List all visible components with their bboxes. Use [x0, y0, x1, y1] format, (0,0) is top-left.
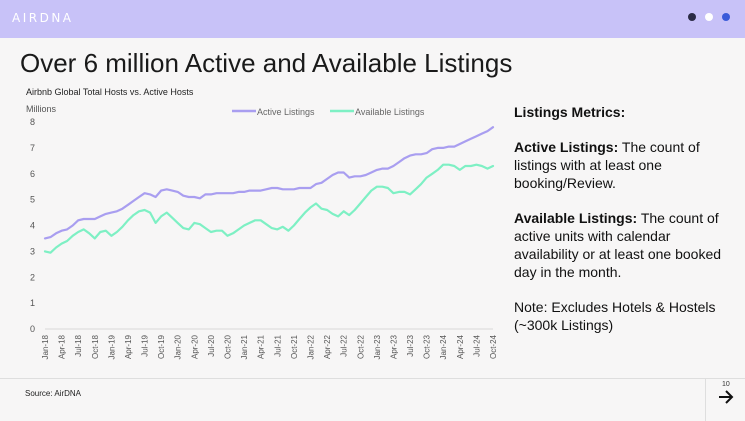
- x-tick-label: Oct-20: [224, 334, 233, 359]
- series-line-1: [43, 126, 495, 240]
- series-line-2: [43, 163, 495, 254]
- x-tick-label: Jan-22: [306, 334, 315, 359]
- nav-dot-icon-3[interactable]: [722, 13, 730, 21]
- y-tick-label: 4: [30, 221, 35, 231]
- x-tick-label: Apr-22: [323, 334, 332, 359]
- x-tick-label: Jan-23: [373, 334, 382, 359]
- x-tick-label: Jan-19: [107, 334, 116, 359]
- x-tick-label: Apr-20: [190, 334, 199, 359]
- x-tick-label: Oct-22: [356, 334, 365, 359]
- arrow-right-icon[interactable]: [718, 390, 734, 404]
- x-tick-label: Jul-19: [141, 334, 150, 356]
- x-tick-label: Apr-18: [58, 334, 67, 359]
- y-tick-label: 6: [30, 169, 35, 179]
- listings-metrics-panel: Listings Metrics: Active Listings: The c…: [514, 103, 736, 351]
- y-tick-label: 3: [30, 246, 35, 256]
- footer-divider: [0, 378, 745, 379]
- x-tick-label: Oct-23: [423, 334, 432, 359]
- active-listings-text: The count of listings with at least one …: [514, 139, 700, 191]
- metrics-heading: Listings Metrics:: [514, 104, 626, 120]
- available-listings-label: Available Listings:: [514, 210, 638, 226]
- airdna-logo: AIRDNA: [12, 11, 74, 25]
- page-title: Over 6 million Active and Available List…: [20, 48, 513, 78]
- x-tick-label: Oct-18: [91, 334, 100, 359]
- chart-title: Airbnb Global Total Hosts vs. Active Hos…: [26, 87, 194, 97]
- x-tick-label: Jul-23: [406, 334, 415, 356]
- footer-vertical-divider: [705, 378, 706, 421]
- x-tick-label: Jan-18: [41, 334, 50, 359]
- legend-label-2: Available Listings: [355, 107, 425, 117]
- y-tick-label: 5: [30, 195, 35, 205]
- x-tick-label: Jul-20: [207, 334, 216, 356]
- x-tick-label: Jan-21: [240, 334, 249, 359]
- y-tick-label: 2: [30, 272, 35, 282]
- listings-line-chart: Airbnb Global Total Hosts vs. Active Hos…: [26, 87, 498, 359]
- slide-nav-dots: [688, 13, 730, 21]
- x-tick-label: Jul-18: [74, 334, 83, 356]
- y-axis-label: Millions: [26, 104, 57, 114]
- x-tick-label: Apr-19: [124, 334, 133, 359]
- available-listings-text: The count of active units with calendar …: [514, 210, 722, 280]
- nav-dot-icon-2[interactable]: [705, 13, 713, 21]
- x-tick-label: Oct-21: [290, 334, 299, 359]
- active-listings-label: Active Listings:: [514, 139, 619, 155]
- x-tick-label: Jul-22: [340, 334, 349, 356]
- header-bar: AIRDNA: [0, 0, 745, 38]
- x-tick-label: Apr-23: [389, 334, 398, 359]
- x-tick-label: Apr-21: [257, 334, 266, 359]
- nav-dot-icon-1[interactable]: [688, 13, 696, 21]
- page-number: 10: [722, 381, 730, 388]
- x-tick-label: Oct-24: [489, 334, 498, 359]
- y-tick-label: 1: [30, 298, 35, 308]
- x-tick-label: Oct-19: [157, 334, 166, 359]
- source-note: Source: AirDNA: [25, 389, 82, 398]
- exclusion-note: Note: Excludes Hotels & Hostels (~300k L…: [514, 299, 716, 333]
- y-tick-label: 8: [30, 117, 35, 127]
- x-tick-label: Jan-20: [174, 334, 183, 359]
- x-tick-label: Jan-24: [439, 334, 448, 359]
- x-tick-label: Jul-24: [472, 334, 481, 356]
- x-tick-label: Apr-24: [456, 334, 465, 359]
- y-tick-label: 7: [30, 143, 35, 153]
- legend-label-1: Active Listings: [257, 107, 315, 117]
- y-tick-label: 0: [30, 324, 35, 334]
- x-tick-label: Jul-21: [273, 334, 282, 356]
